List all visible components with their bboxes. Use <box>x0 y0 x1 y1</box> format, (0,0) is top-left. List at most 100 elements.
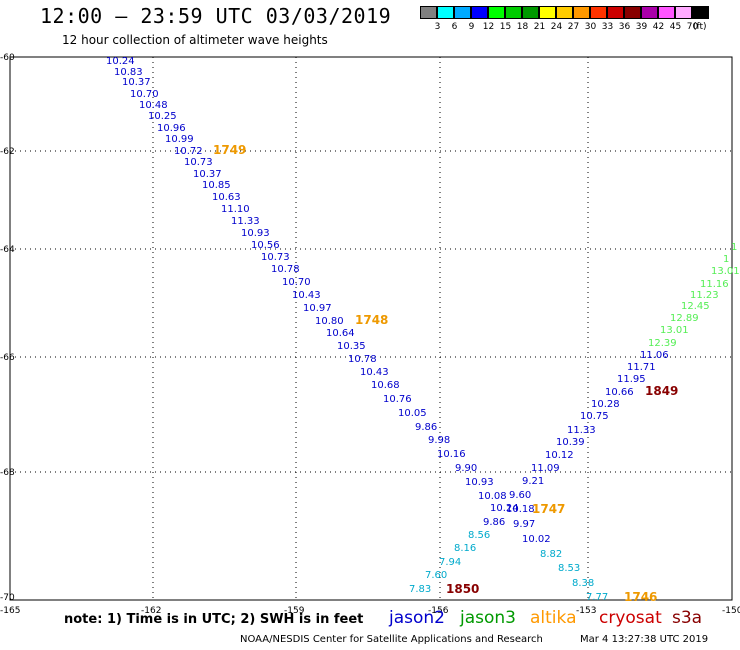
wave-height-point: 10.97 <box>303 303 332 314</box>
lon-label: -156 <box>428 606 449 616</box>
wave-height-point: 11.16 <box>700 279 729 290</box>
wave-height-point: 10.83 <box>114 67 143 78</box>
wave-height-point: 10.70 <box>282 277 311 288</box>
wave-height-point: 10.37 <box>193 169 222 180</box>
legend-label: 24 <box>550 22 563 32</box>
map-frame <box>9 56 733 601</box>
legend-swatch <box>675 6 692 19</box>
wave-height-point: 10.08 <box>478 491 507 502</box>
legend-swatch <box>539 6 556 19</box>
wave-height-point: 10.12 <box>545 450 574 461</box>
legend-label: 70 <box>686 22 699 32</box>
wave-height-point: 10.93 <box>241 228 270 239</box>
wave-height-point: 11.71 <box>627 362 656 373</box>
legend-label: 9 <box>468 22 475 32</box>
legend-label: 3 <box>434 22 441 32</box>
wave-height-point: 10.99 <box>165 134 194 145</box>
wave-height-point: 9.97 <box>513 519 535 530</box>
footer-note: note: 1) Time is in UTC; 2) SWH is in fe… <box>64 612 364 627</box>
wave-height-point: 10.73 <box>184 157 213 168</box>
wave-height-point: 10.18 <box>506 504 535 515</box>
wave-height-point: 10.85 <box>202 180 231 191</box>
legend-label: 21 <box>533 22 546 32</box>
wave-height-point: 1 <box>723 254 729 265</box>
legend-swatch <box>437 6 454 19</box>
legend-swatch <box>590 6 607 19</box>
lon-label: -162 <box>141 606 161 616</box>
satellite-legend-item: altika <box>530 608 577 628</box>
wave-height-point: 10.35 <box>337 341 366 352</box>
wave-height-point: 10.16 <box>437 449 466 460</box>
wave-height-point: 10.70 <box>130 89 159 100</box>
wave-height-point: 13.01 <box>711 266 740 277</box>
legend-label: 39 <box>635 22 648 32</box>
wave-height-point: 10.63 <box>212 192 241 203</box>
wave-height-point: 10.25 <box>148 111 177 122</box>
wave-height-point: 10.43 <box>292 290 321 301</box>
wave-height-point: 11.95 <box>617 374 646 385</box>
wave-height-point: 10.37 <box>122 77 151 88</box>
legend-swatch <box>454 6 471 19</box>
wave-height-point: 11.10 <box>221 204 250 215</box>
wave-height-point: 7.60 <box>425 570 447 581</box>
satellite-legend-item: cryosat <box>599 608 662 628</box>
lon-label: -165 <box>0 606 20 616</box>
wave-height-point: 8.16 <box>454 543 476 554</box>
legend-swatch <box>471 6 488 19</box>
pass-number-label: 1746 <box>624 590 657 604</box>
wave-height-point: 12.39 <box>648 338 677 349</box>
wave-height-point: 10.78 <box>348 354 377 365</box>
wave-height-point: 8.82 <box>540 549 562 560</box>
timestamp: Mar 4 13:27:38 UTC 2019 <box>580 634 709 645</box>
wave-height-point: 10.64 <box>326 328 355 339</box>
wave-height-point: 7.83 <box>409 584 431 595</box>
wave-height-point: 10.28 <box>591 399 620 410</box>
wave-height-point: 8.38 <box>572 578 594 589</box>
pass-number-label: 1748 <box>355 313 388 327</box>
pass-number-label: 1749 <box>213 143 246 157</box>
wave-height-point: 9.98 <box>428 435 450 446</box>
wave-height-point: 8.53 <box>558 563 580 574</box>
pass-number-label: 1747 <box>532 502 565 516</box>
lat-label: -62 <box>0 147 15 157</box>
legend-label: 36 <box>618 22 631 32</box>
wave-height-point: 10.66 <box>605 387 634 398</box>
wave-height-point: 10.02 <box>522 534 551 545</box>
wave-height-point: 7.77 <box>586 592 608 603</box>
legend-label: 45 <box>669 22 682 32</box>
wave-height-point: 10.80 <box>315 316 344 327</box>
wave-height-point: 11.33 <box>231 216 260 227</box>
pass-number-label: 1849 <box>645 384 678 398</box>
wave-height-point: 11.09 <box>531 463 560 474</box>
wave-height-point: 11.06 <box>640 350 669 361</box>
wave-height-point: 10.48 <box>139 100 168 111</box>
wave-height-point: 12.89 <box>670 313 699 324</box>
lat-label: -70 <box>0 593 15 603</box>
page-title: 12:00 – 23:59 UTC 03/03/2019 <box>40 4 392 28</box>
wave-height-point: 8.56 <box>468 530 490 541</box>
wave-height-point: 1 <box>731 242 737 253</box>
pass-number-label: 1850 <box>446 582 479 596</box>
lon-label: -150 <box>722 606 740 616</box>
legend-swatch <box>624 6 641 19</box>
legend-swatch <box>607 6 624 19</box>
legend-label: 15 <box>499 22 512 32</box>
satellite-legend-item: s3a <box>672 608 703 628</box>
page-subtitle: 12 hour collection of altimeter wave hei… <box>62 33 328 47</box>
wave-height-point: 9.60 <box>509 490 531 501</box>
legend-swatch <box>505 6 522 19</box>
legend-swatch <box>522 6 539 19</box>
wave-height-point: 9.21 <box>522 476 544 487</box>
lat-label: -60 <box>0 53 15 63</box>
wave-height-point: 10.96 <box>157 123 186 134</box>
wave-height-point: 11.33 <box>567 425 596 436</box>
legend-label: 27 <box>567 22 580 32</box>
wave-height-point: 12.45 <box>681 301 710 312</box>
legend-label: 42 <box>652 22 665 32</box>
wave-height-point: 9.86 <box>415 422 437 433</box>
wave-height-point: 9.90 <box>455 463 477 474</box>
wave-height-point: 10.75 <box>580 411 609 422</box>
wave-height-point: 7.94 <box>439 557 461 568</box>
satellite-legend-item: jason2 <box>389 608 445 628</box>
legend-label: 6 <box>451 22 458 32</box>
